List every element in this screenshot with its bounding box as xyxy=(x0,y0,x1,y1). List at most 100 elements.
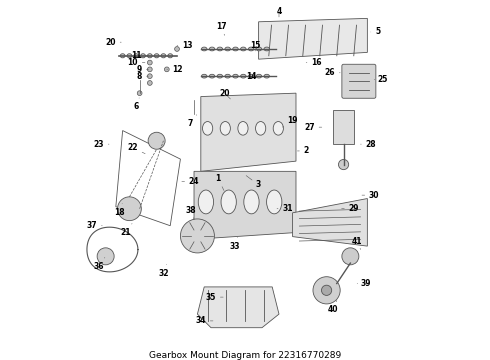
Text: 37: 37 xyxy=(87,221,102,230)
Bar xyxy=(333,110,354,144)
Text: 24: 24 xyxy=(182,177,199,186)
Circle shape xyxy=(180,219,215,253)
Text: 20: 20 xyxy=(220,89,230,99)
Ellipse shape xyxy=(220,122,230,135)
Polygon shape xyxy=(293,198,368,246)
Ellipse shape xyxy=(256,74,262,78)
Ellipse shape xyxy=(209,47,215,51)
Circle shape xyxy=(165,67,169,72)
Polygon shape xyxy=(201,93,296,171)
Ellipse shape xyxy=(217,74,222,78)
Text: 13: 13 xyxy=(177,41,193,50)
Polygon shape xyxy=(259,18,368,59)
Text: 19: 19 xyxy=(282,116,298,127)
Text: 9: 9 xyxy=(137,65,148,74)
Text: 22: 22 xyxy=(127,143,145,154)
Ellipse shape xyxy=(217,47,222,51)
Text: Gearbox Mount Diagram for 22316770289: Gearbox Mount Diagram for 22316770289 xyxy=(149,351,341,360)
Ellipse shape xyxy=(221,190,236,214)
Circle shape xyxy=(339,159,349,170)
Text: 31: 31 xyxy=(277,204,293,213)
Ellipse shape xyxy=(248,47,254,51)
Circle shape xyxy=(97,248,114,265)
Circle shape xyxy=(174,46,179,51)
Ellipse shape xyxy=(256,47,262,51)
Ellipse shape xyxy=(273,122,283,135)
Ellipse shape xyxy=(256,122,266,135)
Ellipse shape xyxy=(225,74,230,78)
Text: 39: 39 xyxy=(357,279,371,288)
Text: 18: 18 xyxy=(114,203,124,217)
Ellipse shape xyxy=(267,190,282,214)
Circle shape xyxy=(148,132,165,149)
Text: 23: 23 xyxy=(94,140,109,149)
Circle shape xyxy=(137,91,142,95)
Text: 32: 32 xyxy=(158,265,169,278)
Ellipse shape xyxy=(248,74,254,78)
Text: 17: 17 xyxy=(216,22,226,35)
Ellipse shape xyxy=(238,122,248,135)
Ellipse shape xyxy=(264,74,270,78)
Ellipse shape xyxy=(147,54,152,58)
Text: 10: 10 xyxy=(127,58,145,67)
FancyBboxPatch shape xyxy=(342,64,376,98)
Text: 11: 11 xyxy=(131,51,148,60)
Text: 27: 27 xyxy=(304,123,322,132)
Text: 41: 41 xyxy=(352,237,363,249)
Circle shape xyxy=(147,74,152,78)
Text: 28: 28 xyxy=(361,140,376,149)
Text: 40: 40 xyxy=(328,301,339,314)
Text: 36: 36 xyxy=(94,257,105,271)
Circle shape xyxy=(147,60,152,65)
Ellipse shape xyxy=(264,47,270,51)
Text: 35: 35 xyxy=(206,293,223,302)
Text: 7: 7 xyxy=(188,115,196,128)
Text: 38: 38 xyxy=(185,206,196,219)
Text: 12: 12 xyxy=(167,65,182,74)
Ellipse shape xyxy=(168,54,172,58)
Ellipse shape xyxy=(202,122,213,135)
Ellipse shape xyxy=(154,54,159,58)
Circle shape xyxy=(342,248,359,265)
Ellipse shape xyxy=(198,190,214,214)
Text: 33: 33 xyxy=(229,237,240,251)
Ellipse shape xyxy=(134,54,139,58)
Text: 1: 1 xyxy=(215,174,224,190)
Ellipse shape xyxy=(241,47,246,51)
Text: 30: 30 xyxy=(362,191,379,200)
Ellipse shape xyxy=(225,47,230,51)
Ellipse shape xyxy=(244,190,259,214)
Circle shape xyxy=(313,277,340,304)
Text: 21: 21 xyxy=(121,224,132,237)
Ellipse shape xyxy=(120,54,125,58)
Text: 20: 20 xyxy=(105,38,121,47)
Text: 2: 2 xyxy=(297,147,309,156)
Circle shape xyxy=(147,81,152,85)
Text: 4: 4 xyxy=(276,7,282,17)
Circle shape xyxy=(118,197,141,221)
Polygon shape xyxy=(194,171,296,239)
Ellipse shape xyxy=(209,74,215,78)
Ellipse shape xyxy=(141,54,146,58)
Circle shape xyxy=(147,67,152,72)
Polygon shape xyxy=(197,287,279,328)
Circle shape xyxy=(321,285,332,296)
Ellipse shape xyxy=(201,47,207,51)
Ellipse shape xyxy=(161,54,166,58)
Ellipse shape xyxy=(241,74,246,78)
Text: 15: 15 xyxy=(250,41,260,51)
Ellipse shape xyxy=(201,74,207,78)
Text: 8: 8 xyxy=(137,72,148,81)
Text: 14: 14 xyxy=(242,72,257,81)
Text: 3: 3 xyxy=(246,176,261,189)
Text: 5: 5 xyxy=(371,27,380,36)
Ellipse shape xyxy=(233,47,238,51)
Ellipse shape xyxy=(127,54,132,58)
Ellipse shape xyxy=(233,74,238,78)
Text: 6: 6 xyxy=(134,98,139,111)
Text: 25: 25 xyxy=(374,75,388,84)
Text: 29: 29 xyxy=(342,204,359,213)
Text: 34: 34 xyxy=(196,316,213,325)
Text: 26: 26 xyxy=(325,68,340,77)
Text: 16: 16 xyxy=(306,58,321,67)
